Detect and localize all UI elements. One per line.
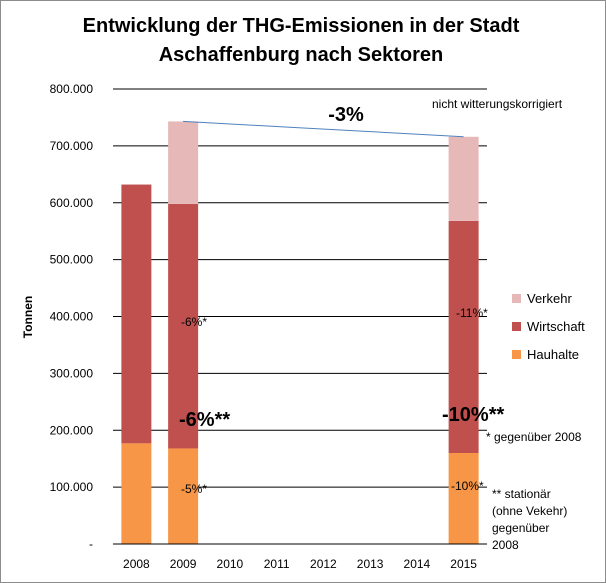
x-tick-label: 2015 xyxy=(450,557,477,571)
bar-segment xyxy=(448,136,479,221)
annotation-haushalte-2009: -5%* xyxy=(181,482,207,496)
bar-segment xyxy=(121,184,152,444)
y-tick-label: 400.000 xyxy=(50,310,94,324)
x-tick-label: 2011 xyxy=(264,557,290,571)
y-axis-label: Tonnen xyxy=(21,296,35,338)
footnote-stationary-line-3: gegenüber xyxy=(492,521,549,535)
y-tick-label: 500.000 xyxy=(50,253,94,267)
x-tick-label: 2009 xyxy=(170,557,197,571)
footnote-stationary-line-1: ** stationär xyxy=(492,487,551,501)
bar-segment xyxy=(168,448,199,544)
bar-segment xyxy=(168,203,199,449)
footnote-vs-2008: * gegenüber 2008 xyxy=(486,430,582,444)
chart-title-line-1: Entwicklung der THG-Emissionen in der St… xyxy=(83,15,520,37)
x-tick-label: 2013 xyxy=(357,557,384,571)
legend: Verkehr Wirtschaft Hauhalte xyxy=(512,291,585,362)
x-tick-label: 2008 xyxy=(123,557,150,571)
annotation-wirtschaft-2009: -6%* xyxy=(181,315,207,329)
bar-segment xyxy=(168,121,199,204)
legend-label: Verkehr xyxy=(527,291,572,306)
footnote-stationary-line-4: 2008 xyxy=(492,538,519,552)
annotation-wirtschaft-2015: -11%* xyxy=(456,306,488,320)
annotation-stationaer-2009: -6%** xyxy=(179,409,230,431)
legend-swatch xyxy=(512,294,521,303)
chart-title-line-2: Aschaffenburg nach Sektoren xyxy=(159,44,444,66)
trend-label: -3% xyxy=(328,104,364,126)
x-tick-label: 2014 xyxy=(404,557,431,571)
legend-label: Hauhalte xyxy=(527,347,579,362)
bar-segment xyxy=(448,453,479,544)
legend-swatch xyxy=(512,350,521,359)
y-tick-label: 100.000 xyxy=(50,480,94,494)
y-tick-label: 800.000 xyxy=(50,82,94,96)
y-tick-label: 700.000 xyxy=(50,139,94,153)
note-not-weather-corrected: nicht witterungskorrigiert xyxy=(432,97,563,111)
trend-line xyxy=(183,120,464,138)
y-tick-label: 200.000 xyxy=(50,423,94,437)
bar-segment xyxy=(121,443,152,544)
x-tick-label: 2010 xyxy=(217,557,244,571)
bars xyxy=(121,121,479,544)
bar-segment xyxy=(448,220,479,453)
annotation-haushalte-2015: -10%* xyxy=(451,479,484,493)
annotation-stationaer-2015: -10%** xyxy=(442,404,504,426)
y-tick-label: - xyxy=(89,537,93,551)
x-tick-label: 2012 xyxy=(310,557,337,571)
x-tick-labels: 2008 2009 2010 2011 2012 2013 2014 2015 xyxy=(123,557,477,571)
y-tick-label: 600.000 xyxy=(50,196,94,210)
y-tick-labels: - 100.000 200.000 300.000 400.000 500.000 600.… xyxy=(50,82,94,551)
footnote-stationary-line-2: (ohne Vekehr) xyxy=(492,504,567,518)
y-tick-label: 300.000 xyxy=(50,366,94,380)
legend-label: Wirtschaft xyxy=(527,319,585,334)
legend-swatch xyxy=(512,322,521,331)
